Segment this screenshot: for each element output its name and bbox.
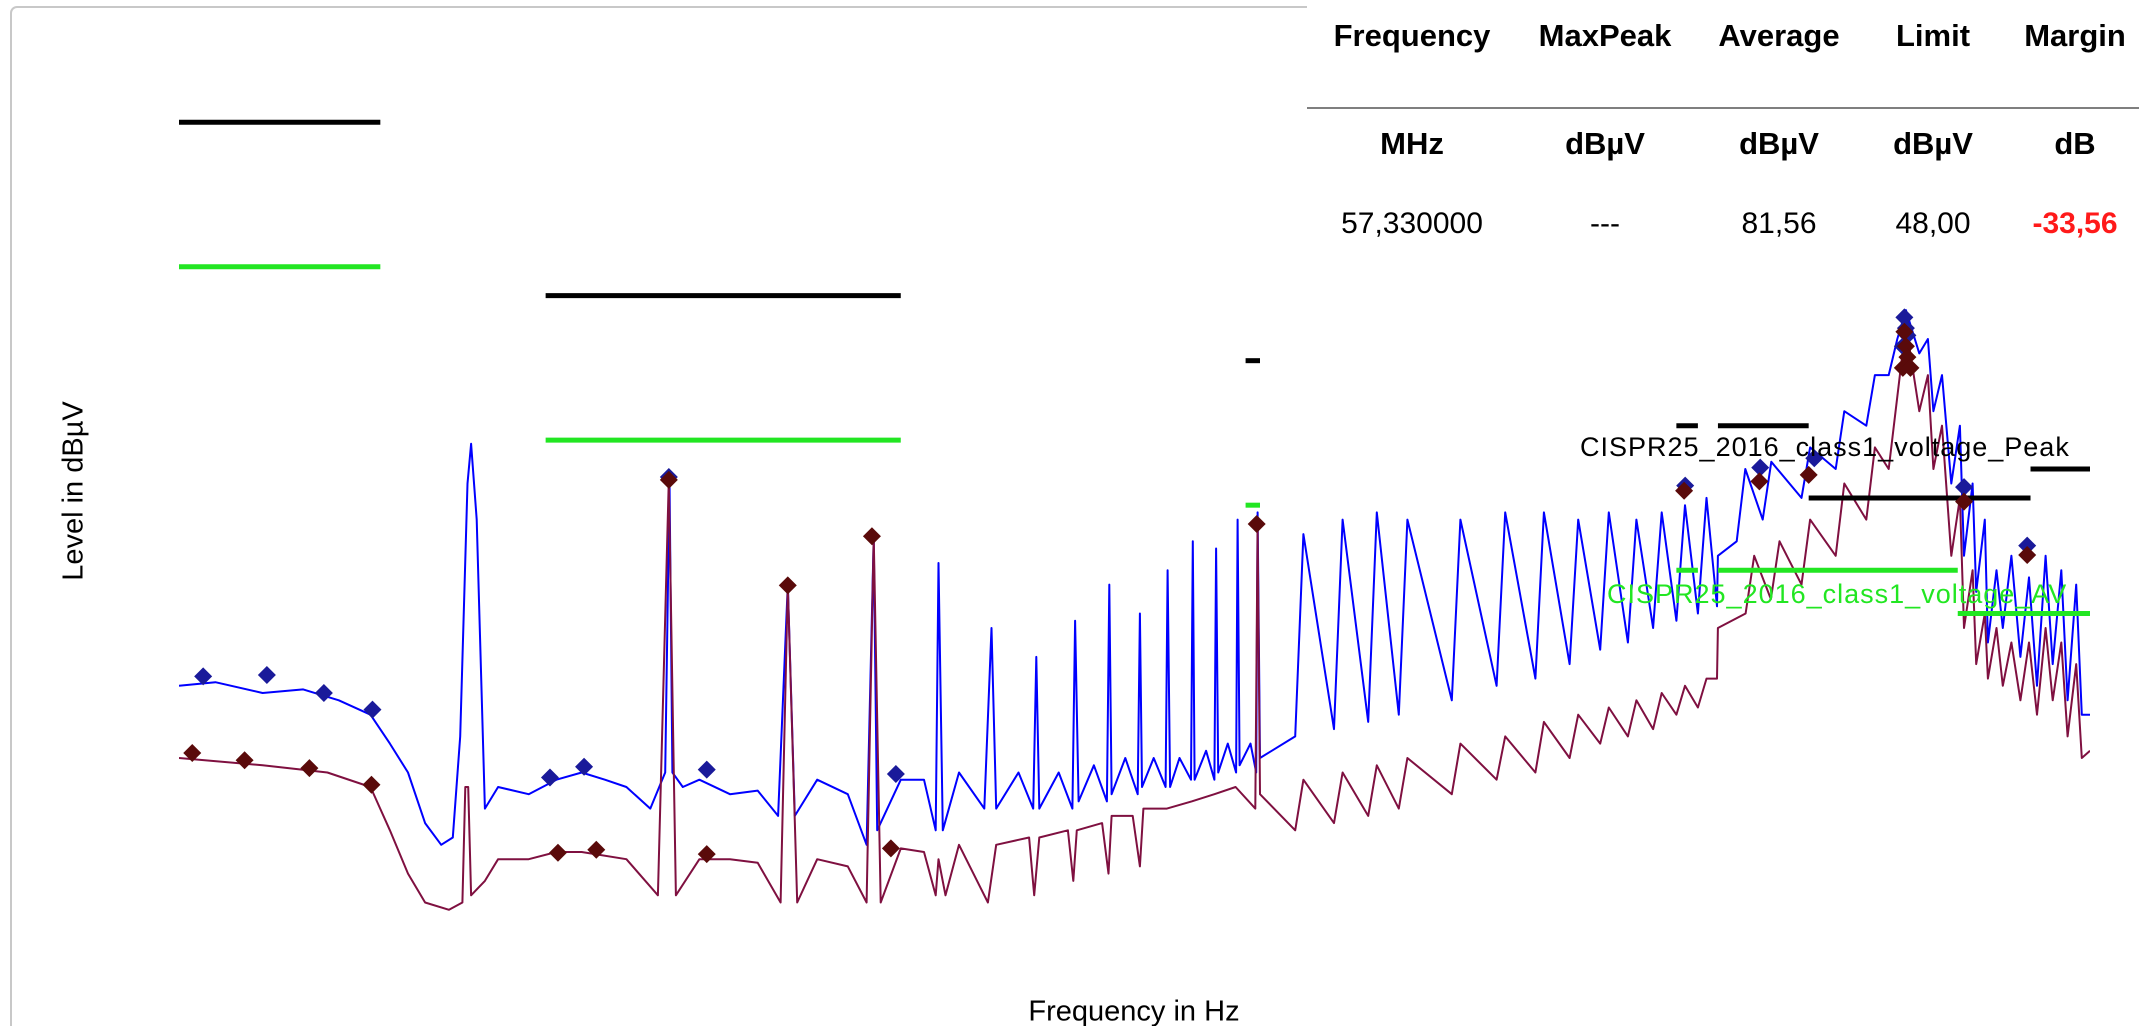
table-cell: 57,330000 (1341, 207, 1483, 240)
marker (881, 839, 900, 858)
marker (300, 759, 319, 778)
limit-label: CISPR25_2016_class1_voltage_Peak (1580, 432, 2070, 462)
table-unit: dB (2054, 126, 2095, 161)
table-unit: dBµV (1739, 126, 1819, 161)
marker (575, 757, 594, 776)
marker (1955, 492, 1974, 511)
table-cell: 81,56 (1741, 207, 1816, 240)
table-unit: dBµV (1893, 126, 1973, 161)
marker (697, 845, 716, 864)
table-header: Average (1718, 18, 1839, 53)
marker (314, 684, 333, 703)
table-background (1307, 0, 2139, 192)
table-cell: -33,56 (2032, 207, 2117, 240)
marker (1799, 465, 1818, 484)
marker (183, 743, 202, 762)
marker (363, 700, 382, 719)
marker (235, 751, 254, 770)
marker (257, 665, 276, 684)
marker (1895, 322, 1914, 341)
marker (1901, 358, 1920, 377)
marker (1955, 478, 1974, 497)
marker (886, 764, 905, 783)
marker (362, 775, 381, 794)
marker (548, 843, 567, 862)
marker (194, 667, 213, 686)
frame (10, 6, 2139, 1026)
marker (2018, 546, 2037, 565)
table-cell: 48,00 (1895, 207, 1970, 240)
marker (1750, 472, 1769, 491)
table-header: MaxPeak (1539, 18, 1672, 53)
x-axis-label: Frequency in Hz (1028, 996, 1239, 1026)
y-axis-label: Level in dBµV (58, 401, 90, 581)
marker (697, 760, 716, 779)
marker (1247, 514, 1266, 533)
trace (179, 323, 2090, 911)
marker (862, 527, 881, 546)
marker (1896, 337, 1915, 356)
limit-label: CISPR25_2016_class1_voltage_AV (1607, 579, 2067, 609)
table-unit: dBµV (1565, 126, 1645, 161)
marker (659, 470, 678, 489)
table-unit: MHz (1380, 126, 1444, 161)
marker (540, 768, 559, 787)
table-cell: --- (1590, 207, 1620, 240)
marker (1751, 458, 1770, 477)
marker (587, 840, 606, 859)
table-header: Frequency (1334, 18, 1492, 53)
marker (2018, 536, 2037, 555)
table-header: Margin (2024, 18, 2126, 53)
marker (1805, 449, 1824, 468)
marker (778, 576, 797, 595)
marker (1895, 308, 1914, 327)
marker (1675, 481, 1694, 500)
table-header: Limit (1896, 18, 1970, 53)
